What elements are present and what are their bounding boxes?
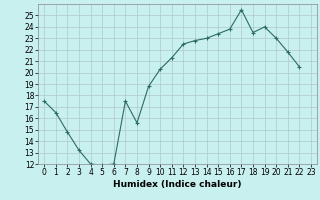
- X-axis label: Humidex (Indice chaleur): Humidex (Indice chaleur): [113, 180, 242, 189]
